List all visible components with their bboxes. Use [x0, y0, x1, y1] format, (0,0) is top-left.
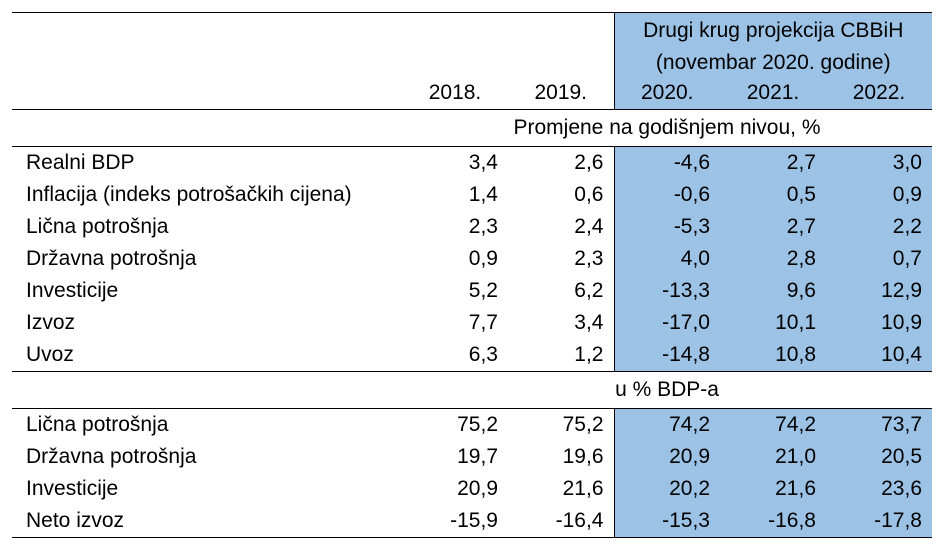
- row-label: Investicije: [12, 275, 402, 307]
- blank-s1: [12, 110, 402, 147]
- blank-year-label: [12, 77, 402, 110]
- cell-value: 5,2: [402, 275, 508, 307]
- cell-value: 1,4: [402, 179, 508, 211]
- cell-value: 0,6: [508, 179, 614, 211]
- projection-title-line1: Drugi krug projekcija CBBiH: [614, 13, 932, 46]
- col-year-2018: 2018.: [402, 77, 508, 110]
- cell-value: 75,2: [402, 409, 508, 442]
- projections-table: Drugi krug projekcija CBBiH (novembar 20…: [12, 12, 932, 538]
- cell-value: 10,4: [826, 339, 932, 372]
- cell-value: 74,2: [720, 409, 826, 442]
- cell-value: 2,2: [826, 211, 932, 243]
- cell-value: -13,3: [614, 275, 720, 307]
- table-row: Neto izvoz -15,9 -16,4 -15,3 -16,8 -17,8: [12, 505, 932, 538]
- row-label: Državna potrošnja: [12, 243, 402, 275]
- cell-value: 3,4: [508, 307, 614, 339]
- cell-value: 20,5: [826, 441, 932, 473]
- cell-value: 0,9: [826, 179, 932, 211]
- row-label: Uvoz: [12, 339, 402, 372]
- section1-title: Promjene na godišnjem nivou, %: [402, 110, 932, 147]
- cell-value: 19,6: [508, 441, 614, 473]
- row-label: Investicije: [12, 473, 402, 505]
- cell-value: 2,3: [402, 211, 508, 243]
- blank-corner: [12, 13, 402, 78]
- cell-value: 19,7: [402, 441, 508, 473]
- cell-value: 3,0: [826, 147, 932, 180]
- cell-value: 20,2: [614, 473, 720, 505]
- table-row: Realni BDP 3,4 2,6 -4,6 2,7 3,0: [12, 147, 932, 180]
- cell-value: -16,4: [508, 505, 614, 538]
- blank-2019-top: [508, 13, 614, 78]
- row-label: Lična potrošnja: [12, 409, 402, 442]
- cell-value: 9,6: [720, 275, 826, 307]
- cell-value: 7,7: [402, 307, 508, 339]
- table-row: Investicije 5,2 6,2 -13,3 9,6 12,9: [12, 275, 932, 307]
- cell-value: 0,7: [826, 243, 932, 275]
- cell-value: 21,0: [720, 441, 826, 473]
- table-row: Izvoz 7,7 3,4 -17,0 10,1 10,9: [12, 307, 932, 339]
- cell-value: 4,0: [614, 243, 720, 275]
- cell-value: 2,8: [720, 243, 826, 275]
- cell-value: 2,4: [508, 211, 614, 243]
- cell-value: 0,9: [402, 243, 508, 275]
- table-row: Državna potrošnja 19,7 19,6 20,9 21,0 20…: [12, 441, 932, 473]
- cell-value: 21,6: [508, 473, 614, 505]
- blank-s2: [12, 372, 402, 409]
- table-row: Investicije 20,9 21,6 20,2 21,6 23,6: [12, 473, 932, 505]
- cell-value: 10,1: [720, 307, 826, 339]
- cell-value: 20,9: [402, 473, 508, 505]
- cell-value: 20,9: [614, 441, 720, 473]
- blank-2018-top: [402, 13, 508, 78]
- row-label: Državna potrošnja: [12, 441, 402, 473]
- cell-value: 74,2: [614, 409, 720, 442]
- cell-value: -4,6: [614, 147, 720, 180]
- projection-title-line2: (novembar 2020. godine): [614, 45, 932, 77]
- cell-value: 10,8: [720, 339, 826, 372]
- table-row: Inflacija (indeks potrošačkih cijena) 1,…: [12, 179, 932, 211]
- cell-value: 2,7: [720, 147, 826, 180]
- col-year-2019: 2019.: [508, 77, 614, 110]
- cell-value: -5,3: [614, 211, 720, 243]
- row-label: Izvoz: [12, 307, 402, 339]
- col-year-2020: 2020.: [614, 77, 720, 110]
- row-label: Neto izvoz: [12, 505, 402, 538]
- cell-value: 23,6: [826, 473, 932, 505]
- cell-value: 0,5: [720, 179, 826, 211]
- cell-value: 1,2: [508, 339, 614, 372]
- row-label: Realni BDP: [12, 147, 402, 180]
- col-year-2021: 2021.: [720, 77, 826, 110]
- row-label: Inflacija (indeks potrošačkih cijena): [12, 179, 402, 211]
- cell-value: -16,8: [720, 505, 826, 538]
- col-year-2022: 2022.: [826, 77, 932, 110]
- table-row: Lična potrošnja 2,3 2,4 -5,3 2,7 2,2: [12, 211, 932, 243]
- cell-value: 3,4: [402, 147, 508, 180]
- cell-value: -17,0: [614, 307, 720, 339]
- row-label: Lična potrošnja: [12, 211, 402, 243]
- cell-value: 2,3: [508, 243, 614, 275]
- cell-value: -17,8: [826, 505, 932, 538]
- table-row: Državna potrošnja 0,9 2,3 4,0 2,8 0,7: [12, 243, 932, 275]
- section2-title: u % BDP-a: [402, 372, 932, 409]
- cell-value: -0,6: [614, 179, 720, 211]
- cell-value: -15,9: [402, 505, 508, 538]
- cell-value: 10,9: [826, 307, 932, 339]
- cell-value: 21,6: [720, 473, 826, 505]
- cell-value: 6,3: [402, 339, 508, 372]
- cell-value: 73,7: [826, 409, 932, 442]
- table-row: Uvoz 6,3 1,2 -14,8 10,8 10,4: [12, 339, 932, 372]
- cell-value: -14,8: [614, 339, 720, 372]
- cell-value: 6,2: [508, 275, 614, 307]
- cell-value: 2,7: [720, 211, 826, 243]
- cell-value: 12,9: [826, 275, 932, 307]
- table-row: Lična potrošnja 75,2 75,2 74,2 74,2 73,7: [12, 409, 932, 442]
- cell-value: 75,2: [508, 409, 614, 442]
- cell-value: -15,3: [614, 505, 720, 538]
- cell-value: 2,6: [508, 147, 614, 180]
